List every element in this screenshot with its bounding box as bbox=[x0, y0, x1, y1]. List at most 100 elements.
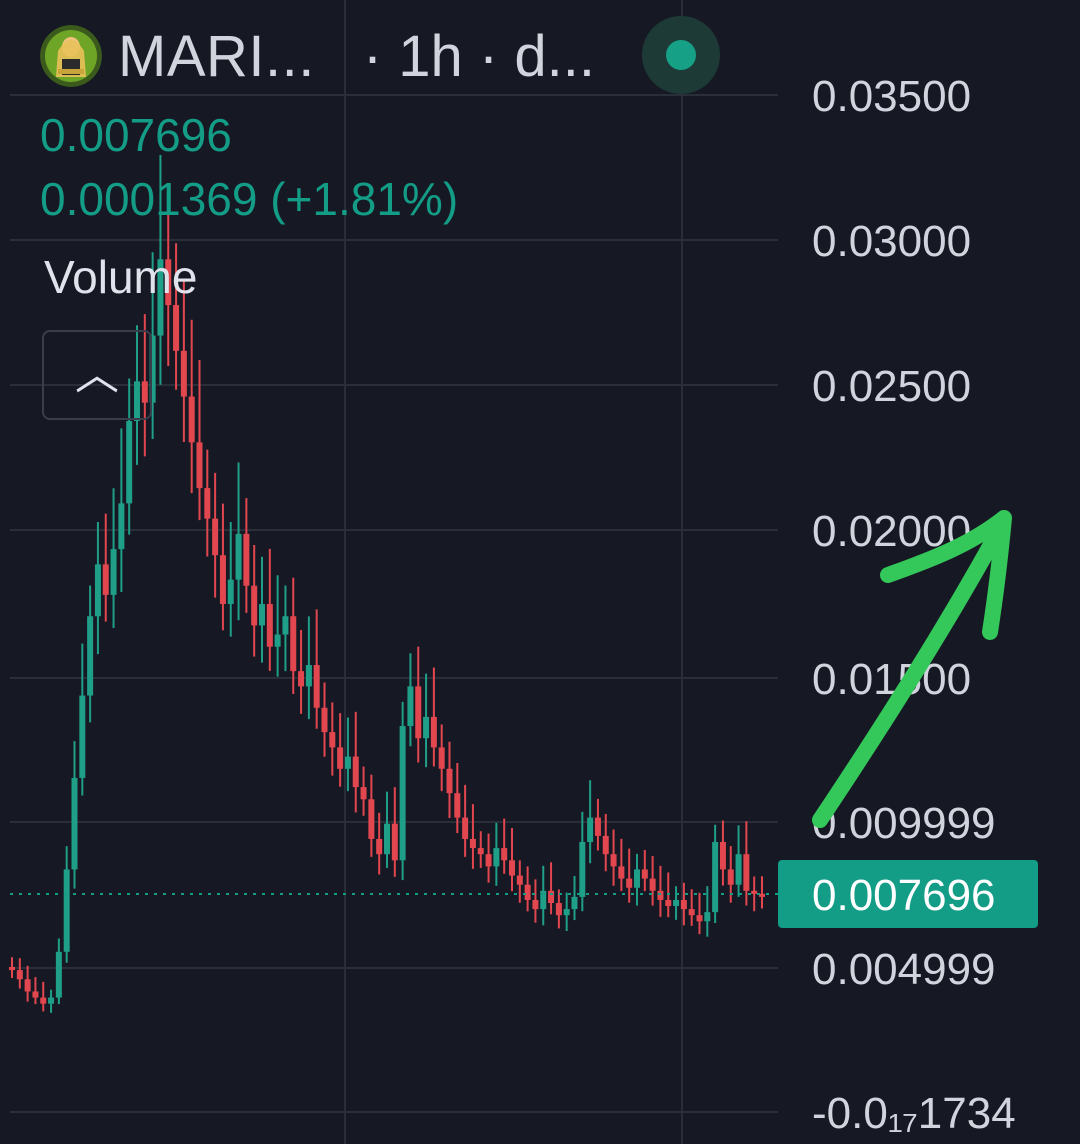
candle-down bbox=[602, 835, 609, 855]
candle-down bbox=[196, 442, 203, 489]
candle-down bbox=[509, 860, 515, 876]
collapse-legend-button[interactable]: ︿ bbox=[42, 330, 152, 420]
candle-down bbox=[298, 671, 305, 687]
candle-down bbox=[532, 899, 539, 910]
live-status-dot-icon bbox=[642, 16, 720, 94]
candle-down bbox=[360, 787, 367, 800]
candle-up bbox=[87, 616, 94, 696]
candle-down bbox=[219, 555, 226, 605]
candle-up bbox=[118, 503, 125, 550]
candle-down bbox=[251, 585, 258, 626]
current-price-tag-box bbox=[778, 859, 1038, 928]
candle-down bbox=[16, 970, 23, 980]
candle-down bbox=[462, 817, 469, 839]
candle-up bbox=[110, 549, 117, 595]
candle-down bbox=[759, 893, 765, 897]
y-axis-tick-label: -0.0₁₇1734 bbox=[812, 1089, 1016, 1138]
candle-up bbox=[344, 756, 351, 769]
candle-down bbox=[524, 884, 531, 900]
candle-up bbox=[704, 912, 711, 922]
candle-down bbox=[32, 991, 39, 998]
y-axis-tick-label: 0.004999 bbox=[812, 945, 996, 994]
candle-down bbox=[649, 878, 656, 891]
candle-down bbox=[594, 817, 601, 836]
interval-label[interactable]: · 1h · d... bbox=[362, 23, 595, 89]
candle-up bbox=[673, 899, 680, 907]
candle-down bbox=[641, 869, 648, 879]
candle-down bbox=[173, 305, 180, 351]
candle-down bbox=[102, 564, 109, 595]
candle-down bbox=[477, 848, 484, 855]
candle-down bbox=[376, 838, 383, 855]
candle-up bbox=[579, 841, 586, 897]
candle-down bbox=[204, 488, 211, 519]
candle-down bbox=[719, 841, 726, 870]
candle-up bbox=[259, 604, 265, 626]
candle-down bbox=[657, 890, 664, 900]
candle-down bbox=[290, 616, 297, 672]
last-price: 0.007696 bbox=[40, 109, 232, 161]
candle-down bbox=[618, 866, 625, 879]
candle-up bbox=[48, 997, 55, 1004]
y-axis-tick-label: 0.03500 bbox=[812, 72, 971, 121]
candle-down bbox=[40, 997, 47, 1004]
candle-down bbox=[243, 533, 250, 586]
candle-up bbox=[71, 777, 78, 870]
candle-up bbox=[493, 848, 500, 867]
candles-layer bbox=[9, 154, 765, 1013]
candle-up bbox=[712, 841, 719, 913]
chart-header: MARI... · 1h · d... bbox=[40, 22, 595, 90]
candle-up bbox=[149, 335, 156, 403]
candle-up bbox=[126, 420, 133, 504]
candle-down bbox=[391, 823, 398, 861]
candle-up bbox=[423, 716, 430, 739]
candle-up bbox=[235, 533, 242, 580]
candle-down bbox=[743, 854, 750, 891]
token-avatar-icon[interactable] bbox=[40, 25, 102, 87]
candle-down bbox=[469, 838, 476, 849]
candle-down bbox=[337, 747, 344, 769]
y-axis-tick-label: 0.009999 bbox=[812, 799, 996, 848]
volume-indicator-label[interactable]: Volume bbox=[44, 251, 198, 303]
candle-up bbox=[305, 665, 312, 687]
candle-down bbox=[680, 899, 687, 910]
candle-down bbox=[501, 848, 508, 861]
candle-down bbox=[610, 854, 617, 867]
candle-down bbox=[665, 899, 672, 907]
candle-down bbox=[751, 890, 758, 894]
candle-down bbox=[266, 604, 273, 647]
symbol-label[interactable]: MARI... bbox=[118, 23, 315, 89]
candle-down bbox=[368, 799, 375, 839]
candle-down bbox=[688, 909, 695, 916]
current-price-tag-label: 0.007696 bbox=[812, 871, 996, 920]
candle-up bbox=[227, 579, 234, 605]
candle-down bbox=[485, 854, 492, 867]
candle-down bbox=[141, 381, 148, 403]
candle-up bbox=[634, 869, 640, 888]
y-axis-tick-label: 0.03000 bbox=[812, 217, 971, 266]
candle-down bbox=[727, 869, 734, 885]
chevron-up-icon: ︿ bbox=[75, 350, 119, 399]
candle-up bbox=[540, 890, 547, 910]
candle-down bbox=[696, 915, 703, 922]
candle-down bbox=[212, 518, 219, 556]
candle-up bbox=[94, 564, 101, 617]
candle-down bbox=[430, 716, 437, 748]
candle-down bbox=[24, 979, 31, 992]
candle-up bbox=[55, 951, 62, 998]
candle-down bbox=[415, 686, 422, 739]
candle-down bbox=[321, 707, 328, 733]
candle-up bbox=[274, 634, 281, 647]
arrow-up-icon bbox=[812, 510, 1012, 828]
candle-up bbox=[563, 909, 570, 916]
candle-up bbox=[735, 854, 742, 885]
candle-down bbox=[165, 259, 172, 306]
price-change: 0.0001369 (+1.81%) bbox=[40, 173, 459, 225]
candle-down bbox=[188, 396, 195, 443]
candle-down bbox=[352, 756, 359, 788]
candle-down bbox=[548, 890, 555, 903]
candle-up bbox=[587, 817, 594, 842]
candle-up bbox=[384, 823, 390, 855]
candle-down bbox=[329, 732, 336, 748]
